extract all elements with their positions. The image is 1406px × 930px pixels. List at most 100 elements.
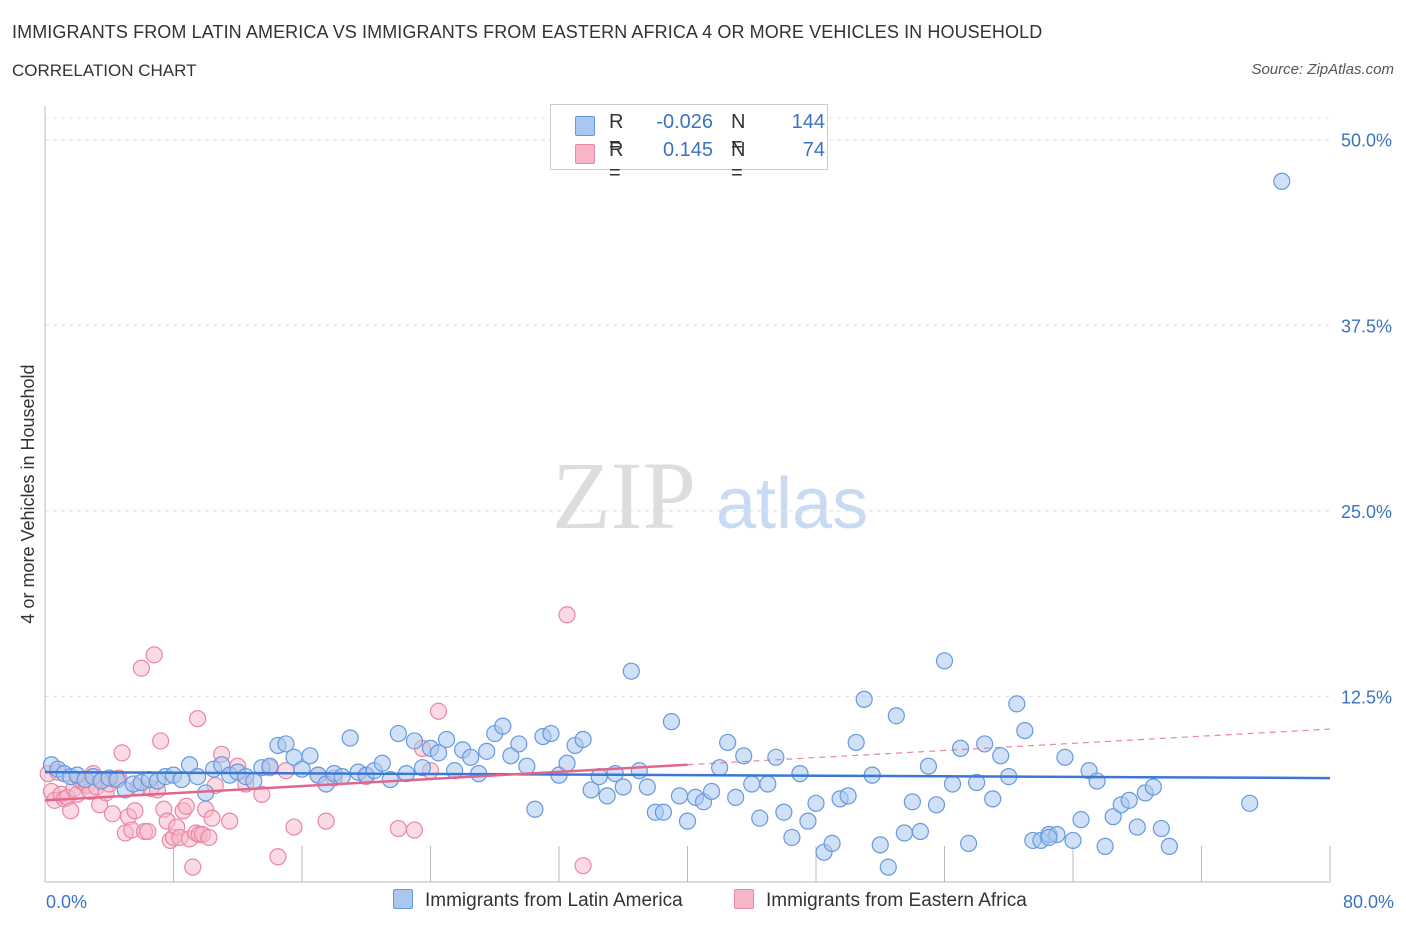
point-latin-america [943,775,962,793]
point-latin-america [783,828,801,847]
point-eastern-africa [389,819,407,838]
y-tick-label: 37.5% [1341,316,1392,336]
point-latin-america [839,787,857,805]
bottom-legend-swatch-pink [734,889,754,909]
trend-line-latin-america [44,770,1331,780]
point-latin-america [743,775,761,793]
point-eastern-africa [574,857,592,875]
point-latin-america [1152,819,1170,838]
point-latin-america [598,787,616,805]
point-latin-america [1096,837,1114,855]
point-latin-america [1064,831,1082,850]
point-latin-america [188,767,207,786]
point-eastern-africa [113,744,131,762]
point-latin-america [951,739,970,757]
point-latin-america [1016,721,1034,740]
legend-r-label: R = [609,111,624,156]
point-latin-america [767,748,785,766]
point-latin-america [847,733,865,752]
point-latin-america [719,733,737,752]
chart-title: IMMIGRANTS FROM LATIN AMERICA VS IMMIGRA… [12,22,1043,42]
point-latin-america [775,803,793,821]
bottom-legend-label: Immigrants from Eastern Africa [766,890,1027,911]
point-eastern-africa [184,858,202,876]
point-latin-america [727,788,745,806]
point-latin-america [478,742,496,760]
point-latin-america [1104,808,1122,826]
point-eastern-africa [221,812,239,830]
y-tick-label: 12.5% [1341,687,1392,707]
point-latin-america [807,794,825,812]
bottom-legend-label: Immigrants from Latin America [425,890,683,911]
point-latin-america [879,858,897,876]
y-tick-label: 50.0% [1341,131,1392,151]
point-latin-america [678,812,697,830]
point-eastern-africa [126,802,144,820]
point-latin-america [405,732,424,750]
point-latin-america [959,834,978,853]
point-latin-america [823,834,841,853]
point-latin-america [855,690,873,708]
point-latin-america [1120,791,1138,809]
point-latin-america [1072,811,1090,829]
point-latin-america [751,809,769,827]
point-latin-america [429,744,448,762]
point-eastern-africa [145,646,163,664]
point-latin-america [1128,818,1146,836]
point-latin-america [437,730,456,749]
x-tick-label: 80.0% [1343,892,1394,912]
legend-r-label: R = [609,139,624,184]
point-latin-america [1144,778,1162,796]
point-latin-america [622,662,640,680]
point-latin-america [462,748,480,766]
point-latin-america [261,757,279,775]
point-latin-america [1008,695,1026,713]
trend-line-eastern-africa-projection [687,728,1331,766]
point-latin-america [413,759,432,777]
point-eastern-africa [203,809,221,827]
point-latin-america [526,800,544,818]
point-latin-america [1040,828,1058,847]
point-latin-america [759,775,777,793]
point-latin-america [992,747,1010,765]
point-latin-america [301,747,319,765]
point-latin-america [389,724,407,743]
point-latin-america [735,747,753,765]
point-latin-america [662,713,681,731]
point-latin-america [510,735,528,753]
point-eastern-africa [152,732,170,750]
point-latin-america [558,754,576,772]
point-latin-america [614,778,632,796]
point-eastern-africa [62,802,80,820]
point-eastern-africa [269,848,287,866]
point-latin-america [638,778,656,796]
legend-n-label: N = [731,139,746,184]
point-latin-america [911,822,930,841]
legend-r-value: -0.026 [656,111,713,133]
point-latin-america [333,767,351,786]
point-latin-america [927,796,946,814]
x-tick-label: 0.0% [46,892,87,912]
point-latin-america [341,729,359,747]
source-label: Source: ZipAtlas.com [1251,61,1394,78]
point-latin-america [935,652,954,670]
point-latin-america [887,707,905,725]
point-latin-america [582,781,600,799]
point-latin-america [799,812,817,830]
point-latin-america [791,765,809,783]
point-latin-america [1056,748,1074,766]
legend-swatch-blue [575,116,595,136]
point-eastern-africa [139,822,157,841]
point-eastern-africa [200,828,218,847]
watermark-zip: ZIP [552,442,696,549]
point-latin-america [518,757,536,775]
legend-r-value: 0.145 [662,139,713,161]
point-latin-america [919,757,938,775]
point-eastern-africa [558,606,576,624]
point-eastern-africa [253,785,271,804]
chart-subtitle: CORRELATION CHART [12,61,197,80]
point-latin-america [574,730,592,749]
point-latin-america [1241,794,1259,812]
bottom-legend-eastern-africa: Immigrants from Eastern Africa [734,889,1027,912]
point-latin-america [373,754,391,772]
